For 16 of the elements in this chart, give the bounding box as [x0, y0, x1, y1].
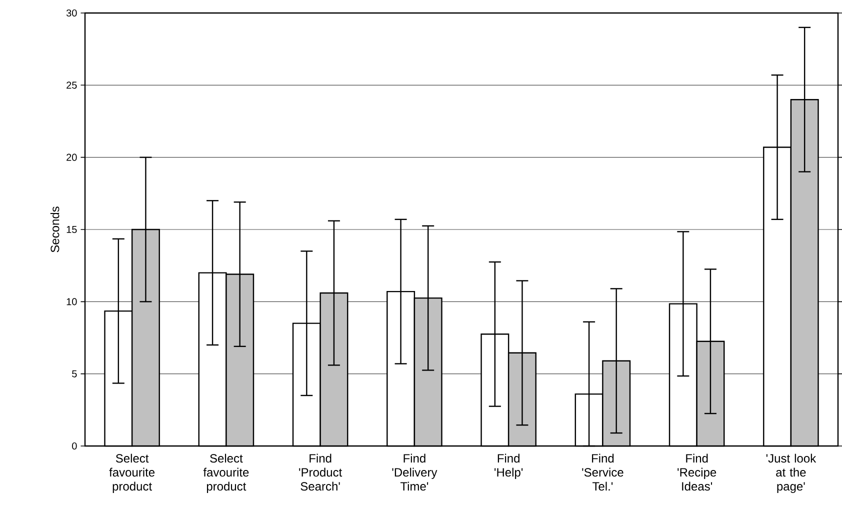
x-tick-label: Find 'Delivery Time' — [392, 454, 438, 491]
x-tick-label: Find 'Recipe Ideas' — [678, 454, 716, 491]
x-tick-label: 'Just look at the page' — [766, 454, 816, 493]
y-tick-label: 15 — [66, 226, 77, 233]
x-tick-label: Select favourite product — [203, 454, 249, 493]
y-tick-label: 25 — [66, 82, 77, 89]
x-tick-label: Find 'Help' — [494, 454, 523, 479]
y-tick-label: 10 — [66, 298, 77, 306]
y-tick-label: 5 — [72, 370, 77, 378]
x-tick-label: Select favourite product — [109, 454, 155, 493]
y-tick-label: 30 — [66, 9, 77, 17]
x-tick-label: Find 'Product Search' — [299, 454, 342, 491]
y-tick-label: 0 — [72, 442, 77, 450]
y-axis-title: Seconds — [50, 206, 60, 252]
x-tick-label: Find 'Service Tel.' — [582, 454, 624, 491]
y-tick-label: 20 — [66, 154, 77, 161]
